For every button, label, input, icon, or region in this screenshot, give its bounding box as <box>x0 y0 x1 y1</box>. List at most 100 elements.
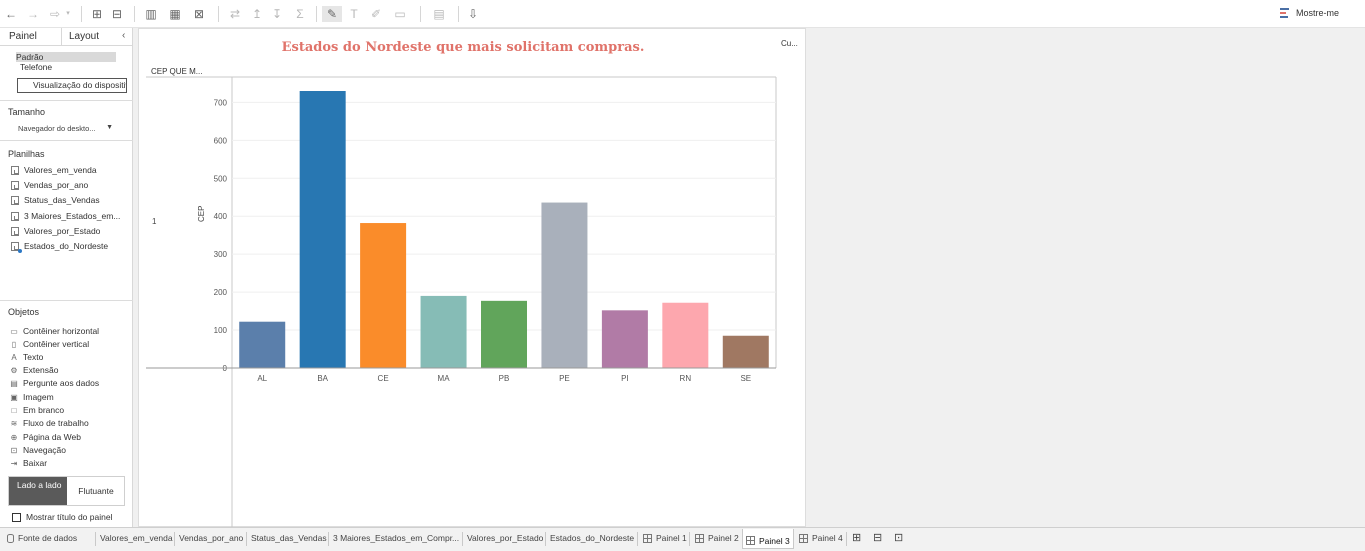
sort-desc-icon[interactable]: ↧ <box>271 7 283 21</box>
bar-se[interactable] <box>722 335 769 368</box>
sheet-label: Estados_do_Nordeste <box>24 241 109 251</box>
bar-chart: 0100200300400500600700ALBACEMAPBPEPIRNSE <box>146 76 777 528</box>
tab-data-source[interactable]: Fonte de dados <box>7 533 77 543</box>
object-label: Fluxo de trabalho <box>23 418 89 428</box>
divider <box>0 100 133 101</box>
share-icon[interactable]: ⇩ <box>467 7 479 21</box>
size-value: Navegador do deskto... <box>18 124 96 133</box>
collapse-pane-icon[interactable]: ‹ <box>122 30 126 41</box>
sum-icon[interactable]: Σ <box>296 7 304 21</box>
tab-sheet[interactable]: Estados_do_Nordeste <box>550 533 634 543</box>
add-chart-icon[interactable]: ▥ <box>145 7 157 21</box>
toolbar: ← → ⇨ ▾ ⊞ ⊟ ▥ ▦ ⊠ ⇄ ↥ ↧ Σ ✎ T ✐ ▭ ▤ ⇩ Mo… <box>0 0 1365 28</box>
sheet-item[interactable]: Estados_do_Nordeste <box>11 241 109 253</box>
annotate-icon[interactable]: ✐ <box>370 7 382 21</box>
sheet-item[interactable]: Valores_em_venda <box>11 165 97 175</box>
bar-pi[interactable] <box>601 310 648 368</box>
device-preview-button[interactable]: Visualização do dispositivo <box>17 78 127 93</box>
new-worksheet-icon[interactable]: ⊞ <box>91 7 103 21</box>
toggle-floating[interactable]: Flutuante <box>78 486 114 496</box>
object-label: Navegação <box>23 445 67 455</box>
toggle-tiled[interactable]: Lado a lado <box>9 477 67 505</box>
new-datasource-icon[interactable]: ⊟ <box>111 7 123 21</box>
duplicate-icon[interactable]: ▦ <box>169 7 181 21</box>
object-item[interactable]: □ Em branco <box>10 405 65 415</box>
size-dropdown[interactable]: Navegador do deskto... ▼ <box>18 124 116 133</box>
tiled-floating-toggle: Lado a lado Flutuante <box>8 476 125 506</box>
show-me-button[interactable]: Mostre-me <box>1279 8 1339 18</box>
tab-dashboard[interactable]: Painel 4 <box>799 533 843 543</box>
tab-sheet[interactable]: 3 Maiores_Estados_em_Compr... <box>333 533 459 543</box>
tab-dashboard-active[interactable]: Painel 3 <box>742 529 794 549</box>
tab-panel[interactable]: Painel <box>9 31 37 42</box>
y-tick-label: 700 <box>214 98 228 107</box>
column-header[interactable]: CEP QUE M... <box>151 67 203 76</box>
tab-label: Painel 4 <box>812 533 843 543</box>
object-item[interactable]: ⇥ Baixar <box>10 458 47 468</box>
pen-icon[interactable]: ✎ <box>322 6 342 22</box>
worksheet-icon <box>11 165 19 175</box>
navigation-icon: ⊡ <box>10 445 18 455</box>
swap-icon[interactable]: ⇄ <box>229 7 241 21</box>
tab-separator <box>462 532 463 546</box>
object-item[interactable]: ▯ Contêiner vertical <box>10 339 89 349</box>
clear-icon[interactable]: ⊠ <box>193 7 205 21</box>
present-icon[interactable]: ▤ <box>433 7 445 21</box>
tab-dashboard[interactable]: Painel 1 <box>643 533 687 543</box>
bar-pe[interactable] <box>541 202 588 368</box>
object-item[interactable]: ⊕ Página da Web <box>10 432 81 442</box>
sheet-item[interactable]: Status_das_Vendas <box>11 195 100 205</box>
sheet-label: Valores_por_Estado <box>24 226 101 236</box>
object-item[interactable]: ≋ Fluxo de trabalho <box>10 418 89 428</box>
tab-layout[interactable]: Layout <box>69 31 100 42</box>
size-title: Tamanho <box>8 107 46 117</box>
show-title-option[interactable]: Mostrar título do painel <box>12 512 112 522</box>
text-icon[interactable]: T <box>350 7 358 21</box>
show-title-checkbox[interactable] <box>12 512 21 522</box>
bar-pb[interactable] <box>481 300 527 368</box>
tab-sheet[interactable]: Status_das_Vendas <box>251 533 327 543</box>
fit-icon[interactable]: ▭ <box>394 7 406 21</box>
object-item[interactable]: ⚙ Extensão <box>10 365 58 375</box>
object-item[interactable]: ▣ Imagem <box>10 392 54 402</box>
pane-tabs: Painel Layout ‹ <box>0 28 133 46</box>
tab-sheet[interactable]: Vendas_por_ano <box>179 533 243 543</box>
new-worksheet-tab-icon[interactable]: ⊞ <box>852 532 862 544</box>
divider <box>0 140 133 141</box>
sheet-item[interactable]: Vendas_por_ano <box>11 180 88 190</box>
object-item[interactable]: ▭ Contêiner horizontal <box>10 326 99 336</box>
divider <box>0 300 133 301</box>
redo-dropdown-icon[interactable]: ▾ <box>66 10 70 17</box>
database-icon <box>7 533 14 543</box>
bar-ce[interactable] <box>360 223 407 368</box>
sheet-item[interactable]: 3 Maiores_Estados_em... <box>11 211 120 221</box>
sheet-item[interactable]: Valores_por_Estado <box>11 226 100 236</box>
tab-dashboard[interactable]: Painel 2 <box>695 533 739 543</box>
object-item[interactable]: A Texto <box>10 352 43 362</box>
forward-icon[interactable]: → <box>27 7 39 21</box>
device-default[interactable]: Padrão <box>16 52 116 62</box>
show-me-icon <box>1279 8 1289 18</box>
workflow-icon: ≋ <box>10 418 18 428</box>
redo-icon[interactable]: ⇨ <box>49 7 61 21</box>
object-item[interactable]: ⊡ Navegação <box>10 445 66 455</box>
x-tick-label: BA <box>317 374 328 383</box>
tab-label: Painel 1 <box>656 533 687 543</box>
tab-sheet[interactable]: Valores_em_venda <box>100 533 173 543</box>
bar-ma[interactable] <box>420 295 467 368</box>
new-story-tab-icon[interactable]: ⊡ <box>894 532 904 544</box>
legend-caption[interactable]: Cu... <box>781 39 798 48</box>
bar-ba[interactable] <box>299 91 346 368</box>
back-icon[interactable]: ← <box>5 7 17 21</box>
dashboard-icon <box>799 533 808 543</box>
horizontal-container-icon: ▭ <box>10 326 18 336</box>
object-item[interactable]: ▤ Pergunte aos dados <box>10 378 99 388</box>
blank-icon: □ <box>11 405 17 415</box>
device-phone[interactable]: Telefone <box>20 62 53 72</box>
sort-asc-icon[interactable]: ↥ <box>251 7 263 21</box>
tab-separator <box>637 532 638 546</box>
bar-al[interactable] <box>239 321 286 368</box>
new-dashboard-tab-icon[interactable]: ⊟ <box>873 532 883 544</box>
bar-rn[interactable] <box>662 302 709 368</box>
tab-sheet[interactable]: Valores_por_Estado <box>467 533 543 543</box>
